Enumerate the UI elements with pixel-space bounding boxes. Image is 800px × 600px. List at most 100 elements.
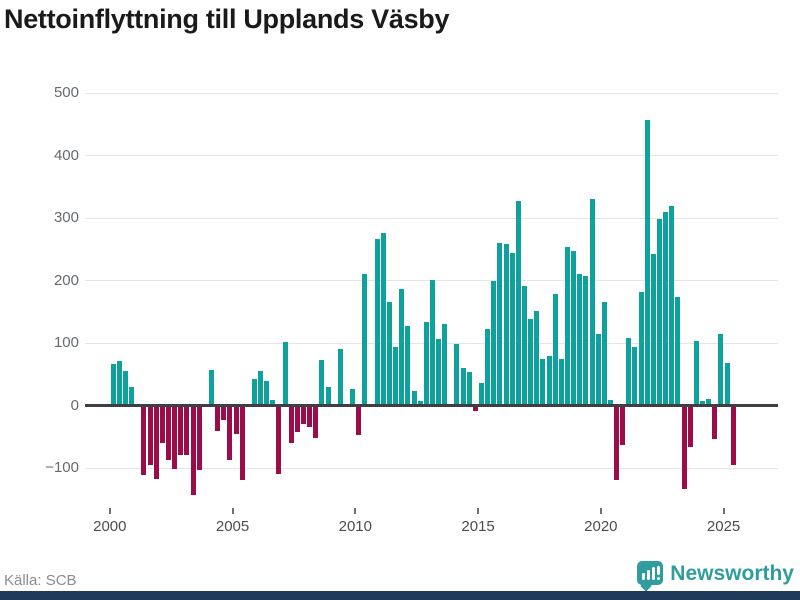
positive-bar <box>693 341 699 405</box>
positive-bar <box>503 244 509 405</box>
negative-bar <box>288 407 294 443</box>
positive-bar <box>429 279 435 405</box>
negative-bar <box>239 407 245 480</box>
positive-bar <box>577 274 583 405</box>
positive-bar <box>423 321 429 405</box>
positive-bar <box>110 363 116 405</box>
positive-bar <box>601 302 607 405</box>
positive-bar <box>491 281 497 405</box>
positive-bar <box>632 347 638 405</box>
positive-bar <box>663 212 669 405</box>
x-axis-label: 2005 <box>215 518 250 535</box>
chart-title: Nettoinflyttning till Upplands Väsby <box>4 4 450 34</box>
positive-bar <box>675 297 681 405</box>
positive-bar <box>393 347 398 405</box>
positive-bar <box>123 370 128 405</box>
negative-bar <box>141 407 147 475</box>
positive-bar <box>258 370 263 405</box>
positive-bar <box>650 254 656 405</box>
positive-bar <box>264 380 270 405</box>
positive-bar <box>417 401 423 405</box>
positive-bar <box>337 349 343 405</box>
positive-bar <box>552 293 558 405</box>
positive-bar <box>607 399 613 405</box>
negative-bar <box>276 407 282 474</box>
gridline <box>85 92 778 94</box>
positive-bar <box>558 358 564 405</box>
logo-exclamation-dot-icon <box>657 577 661 580</box>
negative-bar <box>730 407 736 465</box>
positive-bar <box>251 379 257 405</box>
x-axis-label: 2010 <box>338 518 372 535</box>
positive-bar <box>571 250 576 405</box>
positive-bar <box>595 333 601 405</box>
negative-bar <box>221 407 227 420</box>
positive-bar <box>638 292 644 405</box>
x-axis-tick <box>477 508 480 514</box>
negative-bar <box>294 407 300 433</box>
newsworthy-brand: Newsworthy <box>637 561 794 592</box>
positive-bar <box>644 119 650 405</box>
negative-bar <box>178 407 184 455</box>
logo-bar-icon <box>647 570 651 580</box>
negative-bar <box>147 407 153 465</box>
gridline <box>85 217 778 219</box>
negative-bar <box>215 407 220 432</box>
x-axis-label: 2020 <box>584 518 618 535</box>
negative-bar <box>687 407 693 448</box>
positive-bar <box>454 344 460 405</box>
positive-bar <box>564 246 570 405</box>
y-axis-label: 400 <box>53 146 79 164</box>
gridline <box>85 467 778 469</box>
positive-bar <box>436 339 441 405</box>
positive-bar <box>540 358 546 405</box>
negative-bar <box>184 407 190 455</box>
positive-bar <box>534 311 540 405</box>
newsworthy-wordmark: Newsworthy <box>670 562 794 585</box>
negative-bar <box>712 407 718 439</box>
x-axis-tick <box>599 508 602 514</box>
positive-bar <box>626 338 632 405</box>
negative-bar <box>356 407 362 436</box>
positive-bar <box>724 363 730 405</box>
logo-bar-icon <box>652 567 656 580</box>
positive-bar <box>208 369 214 405</box>
bottom-accent-strip <box>0 591 800 600</box>
y-axis-label: 0 <box>70 396 79 414</box>
positive-bar <box>466 372 472 405</box>
positive-bar <box>380 233 386 405</box>
x-axis-tick <box>231 508 234 514</box>
negative-bar <box>620 407 626 445</box>
negative-bar <box>153 407 159 480</box>
logo-exclamation-icon <box>657 566 661 575</box>
negative-bar <box>172 407 178 469</box>
positive-bar <box>386 302 392 405</box>
zero-axis-line <box>85 404 778 408</box>
positive-bar <box>116 360 122 405</box>
positive-bar <box>411 390 417 405</box>
x-axis-label: 2015 <box>461 518 495 535</box>
positive-bar <box>405 326 411 405</box>
x-axis-tick <box>108 508 111 514</box>
x-axis-label: 2025 <box>706 518 741 535</box>
y-axis-label: 100 <box>53 334 79 352</box>
x-axis-label: 2000 <box>93 518 127 535</box>
negative-bar <box>681 407 687 489</box>
negative-bar <box>307 407 313 427</box>
positive-bar <box>699 400 705 405</box>
gridline <box>85 155 778 157</box>
negative-bar <box>313 407 319 438</box>
positive-bar <box>509 253 515 405</box>
negative-bar <box>159 407 165 443</box>
positive-bar <box>460 368 466 405</box>
positive-bar <box>485 328 491 405</box>
positive-bar <box>521 286 527 405</box>
negative-bar <box>165 407 171 460</box>
positive-bar <box>706 398 712 405</box>
y-axis-label: 300 <box>53 209 79 227</box>
x-axis-tick <box>722 508 725 514</box>
positive-bar <box>129 386 135 405</box>
positive-bar <box>546 355 552 405</box>
